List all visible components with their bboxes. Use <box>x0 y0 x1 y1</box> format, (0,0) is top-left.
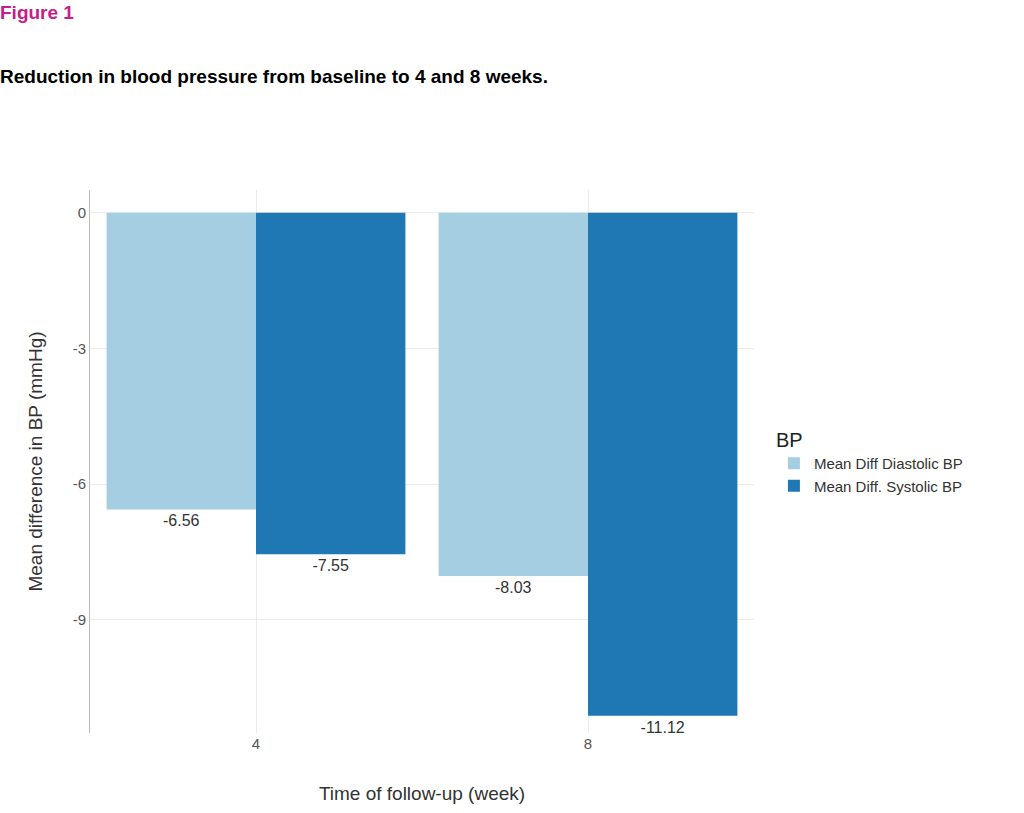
svg-text:-8.03: -8.03 <box>495 579 532 596</box>
svg-text:Time of follow-up (week): Time of follow-up (week) <box>319 783 525 804</box>
svg-text:-11.12: -11.12 <box>641 719 685 736</box>
html-text:Reduction in blood pressure fr: Reduction in blood pressure from baselin… <box>0 66 548 87</box>
svg-text:-7.55: -7.55 <box>312 557 349 574</box>
svg-text:-6: -6 <box>73 475 86 492</box>
svg-text:4: 4 <box>252 735 260 752</box>
svg-text:-9: -9 <box>73 611 86 628</box>
svg-text:-3: -3 <box>73 340 86 357</box>
svg-text:BP: BP <box>776 429 803 451</box>
svg-text:8: 8 <box>584 735 592 752</box>
svg-text:Mean Diff Diastolic BP: Mean Diff Diastolic BP <box>814 455 963 472</box>
html-text:Figure 1: Figure 1 <box>0 2 74 23</box>
svg-text:Mean Diff. Systolic BP: Mean Diff. Systolic BP <box>814 478 962 495</box>
svg-text:-6.56: -6.56 <box>163 512 200 529</box>
svg-text:Mean difference in BP (mmHg): Mean difference in BP (mmHg) <box>25 331 46 591</box>
svg-text:0: 0 <box>78 204 86 221</box>
